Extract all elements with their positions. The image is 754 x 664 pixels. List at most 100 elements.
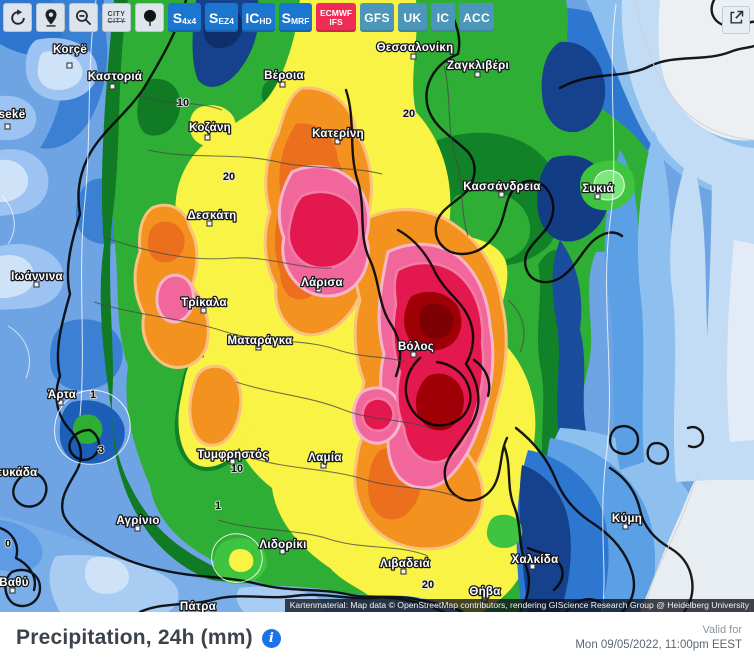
model-sublabel: HD <box>259 15 272 26</box>
valid-time: Valid for Mon 09/05/2022, 11:00pm EEST <box>575 624 742 652</box>
city-marker <box>4 123 11 130</box>
model-button-ichd[interactable]: IC HD <box>242 3 275 32</box>
contour-label: 20 <box>422 579 434 591</box>
city-marker <box>57 399 64 406</box>
city-label: Βέροια <box>264 70 304 82</box>
map-attribution: Kartenmaterial: Map data © OpenStreetMap… <box>284 599 754 612</box>
city-marker <box>410 53 417 60</box>
model-label: ECMWF <box>319 7 353 18</box>
model-button-ecmwf-ifs-active[interactable]: ECMWF IFS <box>316 3 356 32</box>
contour-label: 1 <box>90 389 96 401</box>
footer-bar: Precipitation, 24h (mm) i Valid for Mon … <box>0 612 754 664</box>
model-label: S <box>281 9 291 26</box>
valid-for-label: Valid for <box>702 623 742 636</box>
admin-borders <box>93 65 525 557</box>
city-marker <box>594 193 601 200</box>
model-sublabel: 4x4 <box>182 15 197 26</box>
model-button-gfs[interactable]: GFS <box>360 3 394 32</box>
city-marker <box>410 351 417 358</box>
city-marker <box>400 568 407 575</box>
city-marker <box>622 523 629 530</box>
city-markers <box>4 53 629 603</box>
city-marker <box>279 81 286 88</box>
city-marker <box>474 71 481 78</box>
city-labels-on-label: CITY <box>107 10 126 18</box>
model-button-smrf[interactable]: S MRF <box>279 3 312 32</box>
contour-label: 10 <box>177 97 189 109</box>
refresh-icon <box>8 8 28 28</box>
city-labels: Korçë Καστοριά sekë Κοζάνη Θεσσαλονίκη Ζ… <box>0 41 643 612</box>
city-label: Λαμία <box>308 452 342 464</box>
precip-layer-southeast-blues <box>516 130 754 612</box>
model-button-acc[interactable]: ACC <box>459 3 494 32</box>
city-marker <box>255 344 262 351</box>
toolbar: CITY CITY S 4x4 S EZ4 IC HD S MRF ECMWF IFS G… <box>0 0 754 36</box>
city-label: Κοζάνη <box>189 122 231 134</box>
balloon-marker-icon <box>140 8 160 28</box>
city-marker <box>66 62 73 69</box>
city-label: Αγρίνιο <box>116 515 159 527</box>
city-label: Τρίκαλα <box>181 297 227 309</box>
city-label: Θεσσαλονίκη <box>377 42 454 54</box>
info-icon[interactable]: i <box>261 628 281 648</box>
contour-label: 20 <box>223 171 235 183</box>
model-label: IC <box>436 10 450 25</box>
city-marker <box>279 548 286 555</box>
city-label: Τυμφρηστός <box>197 449 268 461</box>
geolocate-button[interactable] <box>36 3 65 32</box>
contour-label: 1 <box>215 500 221 512</box>
model-label: S <box>172 9 183 26</box>
city-marker <box>315 286 322 293</box>
city-labels-toggle[interactable]: CITY CITY <box>102 3 131 32</box>
zoom-out-button[interactable] <box>69 3 98 32</box>
city-label: Χαλκίδα <box>512 554 559 566</box>
city-label: Βόλος <box>398 341 434 353</box>
share-button[interactable] <box>722 6 750 34</box>
coastlines <box>0 0 754 612</box>
model-sublabel: IFS <box>329 16 343 27</box>
model-label: ACC <box>463 10 490 25</box>
city-label: Korçë <box>53 44 87 56</box>
model-button-ic[interactable]: IC <box>431 3 455 32</box>
city-marker <box>206 220 213 227</box>
city-marker <box>33 281 40 288</box>
city-label: Συκιά <box>582 183 614 195</box>
city-marker <box>498 191 505 198</box>
city-label: Λιδορίκι <box>259 539 306 551</box>
model-button-sez4[interactable]: S EZ4 <box>205 3 238 32</box>
precip-layer-gulf <box>0 516 466 612</box>
refresh-button[interactable] <box>3 3 32 32</box>
city-marker <box>320 462 327 469</box>
city-label: Λιβαδειά <box>380 558 430 570</box>
model-label: IC <box>245 9 260 26</box>
model-label: GFS <box>364 10 390 25</box>
city-label: Πάτρα <box>180 601 216 612</box>
valid-datetime: Mon 09/05/2022, 11:00pm EEST <box>575 638 742 651</box>
precip-layer-darkred <box>404 291 464 431</box>
contour-label: 10 <box>231 463 243 475</box>
city-label: Κύμη <box>612 513 642 525</box>
weather-map[interactable]: 10 20 20 10 3 1 1 20 0 <box>0 0 754 612</box>
city-label: ευκάδα <box>0 467 38 479</box>
city-label: Ζαγκλιβέρι <box>447 60 509 72</box>
precip-layer-west-blues <box>0 0 143 465</box>
city-label: Λάρισα <box>301 277 343 289</box>
city-label: Βαθύ <box>0 577 29 589</box>
precip-layer-bullseyes <box>72 160 635 585</box>
model-button-s4x4[interactable]: S 4x4 <box>168 3 201 32</box>
city-labels-off-label: CITY <box>107 17 126 25</box>
city-label: Κατερίνη <box>312 128 364 140</box>
model-label: S <box>209 9 219 26</box>
city-label: Θήβα <box>469 586 500 598</box>
city-marker <box>200 307 207 314</box>
model-sublabel: MRF <box>290 15 310 26</box>
city-marker <box>334 138 341 145</box>
magnifier-minus-icon <box>74 8 93 27</box>
contour-label: 0 <box>5 538 11 550</box>
city-marker <box>204 134 211 141</box>
model-label: UK <box>403 10 422 25</box>
model-button-uk[interactable]: UK <box>398 3 427 32</box>
city-label: Δεσκάτη <box>188 210 237 222</box>
city-marker <box>529 563 536 570</box>
station-marker-button[interactable] <box>135 3 164 32</box>
